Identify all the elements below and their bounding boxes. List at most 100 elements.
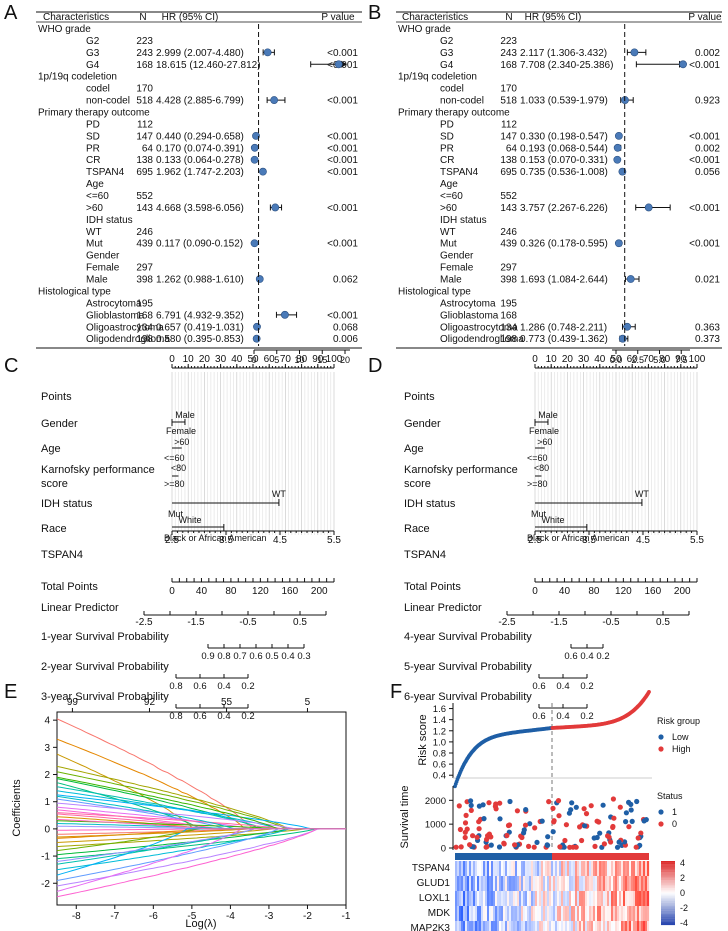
panel-label-d: D xyxy=(368,355,382,377)
hr-point xyxy=(613,155,622,164)
heatmap-cell xyxy=(621,921,624,931)
survival-point xyxy=(507,798,513,805)
heatmap-cell xyxy=(605,921,608,931)
variable-label: Points xyxy=(404,391,435,403)
heatmap-cell xyxy=(521,891,524,906)
forest-plot-b: Characteristics N HR (95% CI) P value WH… xyxy=(396,11,722,365)
heatmap-cell xyxy=(535,906,538,921)
survival-tick-label: 0.8 xyxy=(169,711,182,722)
row-n: 518 xyxy=(136,96,153,107)
row-n: 143 xyxy=(500,203,517,214)
heatmap-cell xyxy=(547,891,550,906)
heatmap-cell xyxy=(569,876,572,891)
heatmap-cell xyxy=(641,921,644,931)
age-gt60: >60 xyxy=(537,437,552,447)
row-label: Mut xyxy=(440,239,457,250)
heatmap-cell xyxy=(545,876,548,891)
heatmap-cell xyxy=(525,891,528,906)
heatmap-cell xyxy=(613,861,616,876)
heatmap-cell xyxy=(615,906,618,921)
row-label: G2 xyxy=(440,36,454,47)
heatmap-cell xyxy=(491,876,494,891)
lp-tick-label: -1.5 xyxy=(550,617,568,628)
heatmap-cell xyxy=(611,891,614,906)
survival-point xyxy=(467,842,473,848)
tspan-tick-label: 2.5 xyxy=(528,535,542,546)
coefficient-path xyxy=(56,828,346,892)
survival-point xyxy=(468,807,474,814)
survival-tick-label: 0.2 xyxy=(241,681,254,692)
hr-point xyxy=(334,60,343,69)
colorbar-segment xyxy=(661,897,675,900)
heatmap-cell xyxy=(639,861,642,876)
heatmap-cell xyxy=(529,861,532,876)
colorbar-segment xyxy=(661,862,675,865)
heatmap-cell xyxy=(545,861,548,876)
kps-lt80: <80 xyxy=(534,463,549,473)
colorbar-segment xyxy=(661,893,675,895)
heatmap-cell xyxy=(533,921,536,931)
heatmap-cell xyxy=(565,876,568,891)
row-n: 243 xyxy=(136,48,153,59)
heatmap-cell xyxy=(495,906,498,921)
heatmap-cell xyxy=(583,876,586,891)
survival-point xyxy=(588,803,594,809)
row-label: Histological type xyxy=(38,286,111,297)
heatmap-cell xyxy=(641,906,644,921)
heatmap-cell xyxy=(647,906,650,921)
points-tick-label: 90 xyxy=(675,354,687,365)
heatmap-cell xyxy=(565,921,568,931)
heatmap-cell xyxy=(483,861,486,876)
kps-lt80: <80 xyxy=(171,463,186,473)
heatmap-cell xyxy=(485,906,488,921)
heatmap-cell xyxy=(459,906,462,921)
heatmap-cell xyxy=(469,921,472,931)
legend-status0-marker xyxy=(658,821,664,827)
heatmap-cell xyxy=(533,861,536,876)
heatmap-cell xyxy=(495,891,498,906)
heatmap-cell xyxy=(499,891,502,906)
heatmap-cell xyxy=(513,861,516,876)
survival-tick-label: 0.6 xyxy=(193,711,206,722)
heatmap-cell xyxy=(535,876,538,891)
row-hr: 0.133 (0.064-0.278) xyxy=(156,155,244,166)
survival-point xyxy=(566,810,573,816)
panel-label-c: C xyxy=(4,355,18,377)
heatmap-cell xyxy=(465,906,468,921)
hr-point xyxy=(280,310,289,319)
heatmap-cell xyxy=(599,876,602,891)
row-n: 398 xyxy=(136,275,153,286)
heatmap-cell xyxy=(621,906,624,921)
survival-point xyxy=(531,844,537,850)
points-tick-label: 60 xyxy=(264,354,276,365)
heatmap-cell xyxy=(571,876,574,891)
y-tick-label: -2 xyxy=(41,879,50,890)
heatmap-cell xyxy=(537,861,540,876)
row-p: 0.062 xyxy=(333,275,358,286)
heatmap-cell xyxy=(603,876,606,891)
heatmap-cell xyxy=(585,876,588,891)
survival-tick-label: 0.4 xyxy=(281,651,294,662)
survival-point xyxy=(476,819,482,825)
survival-point xyxy=(583,811,590,817)
heatmap-cell xyxy=(569,861,572,876)
survival-point xyxy=(534,839,540,846)
heatmap-cell xyxy=(605,876,608,891)
x-tick-label: 15 xyxy=(317,355,327,365)
heatmap-cell xyxy=(553,891,556,906)
survival-point xyxy=(463,812,469,819)
row-hr: 0.440 (0.294-0.658) xyxy=(156,131,244,142)
heatmap-cell xyxy=(613,891,616,906)
heatmap-cell xyxy=(529,891,532,906)
heatmap-cell xyxy=(475,921,478,931)
heatmap-cell xyxy=(635,861,638,876)
heatmap-cell xyxy=(571,891,574,906)
heatmap-cell xyxy=(499,921,502,931)
heatmap-cell xyxy=(617,921,620,931)
header-characteristics: Characteristics xyxy=(43,12,109,23)
heatmap-cell xyxy=(561,861,564,876)
heatmap-cell xyxy=(641,876,644,891)
row-n: 170 xyxy=(500,84,517,95)
points-tick-label: 70 xyxy=(280,354,292,365)
heatmap-cell xyxy=(469,861,472,876)
